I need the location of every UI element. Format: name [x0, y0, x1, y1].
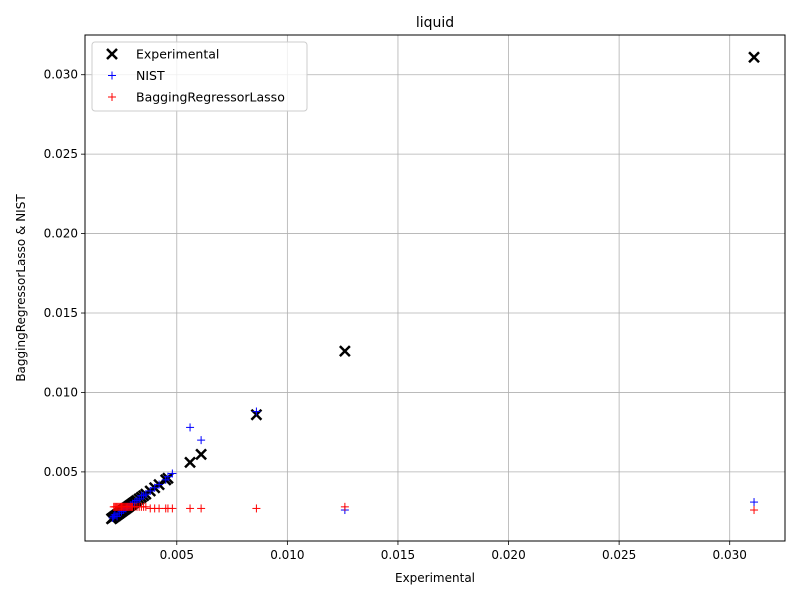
x-tick-label: 0.005	[160, 548, 194, 562]
legend-label: Experimental	[136, 47, 219, 62]
y-tick-label: 0.005	[44, 465, 78, 479]
data-point	[252, 504, 261, 513]
data-marks	[105, 51, 760, 525]
data-point	[150, 483, 159, 492]
legend-item: Experimental	[106, 47, 219, 62]
data-point	[163, 472, 172, 481]
y-tick-label: 0.025	[44, 147, 78, 161]
y-tick-label: 0.020	[44, 227, 78, 241]
data-point	[338, 345, 351, 358]
legend-label: NIST	[136, 68, 165, 83]
grid	[85, 35, 785, 541]
data-point	[141, 502, 150, 511]
axis-ticks: 0.005 0.010 0.015 0.020 0.025 0.030 0.005 0.010…	[44, 68, 747, 562]
data-point	[168, 504, 177, 513]
y-tick-label: 0.015	[44, 306, 78, 320]
x-tick-label: 0.025	[602, 548, 636, 562]
y-tick-label: 0.010	[44, 385, 78, 399]
data-point	[195, 448, 207, 461]
series-baggingregressorlasso	[109, 502, 759, 515]
data-point	[197, 436, 206, 445]
legend-box	[91, 41, 308, 112]
x-tick-label: 0.015	[381, 548, 415, 562]
data-point	[146, 486, 155, 495]
x-tick-label: 0.020	[491, 548, 525, 562]
data-point	[252, 407, 261, 416]
legend-marker	[106, 48, 118, 60]
legend-item: BaggingRegressorLasso	[108, 90, 285, 105]
legend-marker	[108, 93, 116, 101]
data-point	[168, 469, 177, 478]
legend-label: BaggingRegressorLasso	[136, 90, 285, 105]
data-point	[748, 51, 760, 64]
y-tick-label: 0.030	[44, 68, 78, 82]
x-tick-label: 0.010	[270, 548, 304, 562]
data-point	[197, 504, 206, 513]
data-point	[141, 490, 150, 499]
data-point	[340, 502, 349, 511]
axes-frame	[84, 34, 786, 542]
y-axis-label: BaggingRegressorLasso & NIST	[14, 194, 28, 382]
x-tick-label: 0.030	[713, 548, 747, 562]
legend-item: NIST	[108, 68, 165, 83]
data-point	[750, 498, 759, 507]
data-point	[186, 423, 195, 432]
legend: Experimental NIST BaggingRegressorLasso	[91, 41, 308, 112]
x-axis-label: Experimental	[395, 571, 475, 585]
legend-marker	[108, 71, 116, 80]
chart-title: liquid	[416, 15, 454, 31]
data-point	[186, 504, 195, 513]
data-point	[155, 480, 164, 489]
data-point	[750, 506, 759, 515]
data-point	[184, 456, 196, 469]
